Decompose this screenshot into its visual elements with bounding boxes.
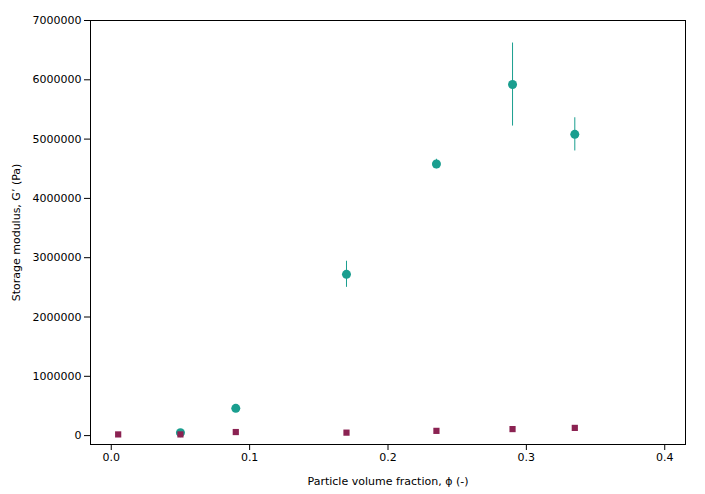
svg-text:7000000: 7000000	[33, 14, 82, 27]
svg-text:0.3: 0.3	[518, 451, 536, 464]
svg-text:2000000: 2000000	[33, 311, 82, 324]
svg-text:6000000: 6000000	[33, 73, 82, 86]
svg-text:0.2: 0.2	[379, 451, 397, 464]
svg-text:3000000: 3000000	[33, 251, 82, 264]
svg-text:0: 0	[75, 429, 82, 442]
svg-text:Storage modulus, G’ (Pa): Storage modulus, G’ (Pa)	[10, 164, 23, 302]
svg-text:0.1: 0.1	[241, 451, 259, 464]
svg-text:0.0: 0.0	[103, 451, 121, 464]
svg-text:5000000: 5000000	[33, 133, 82, 146]
svg-text:1000000: 1000000	[33, 370, 82, 383]
svg-text:4000000: 4000000	[33, 192, 82, 205]
svg-text:0.4: 0.4	[656, 451, 674, 464]
svg-text:Particle volume fraction, ϕ (-: Particle volume fraction, ϕ (-)	[308, 475, 469, 488]
